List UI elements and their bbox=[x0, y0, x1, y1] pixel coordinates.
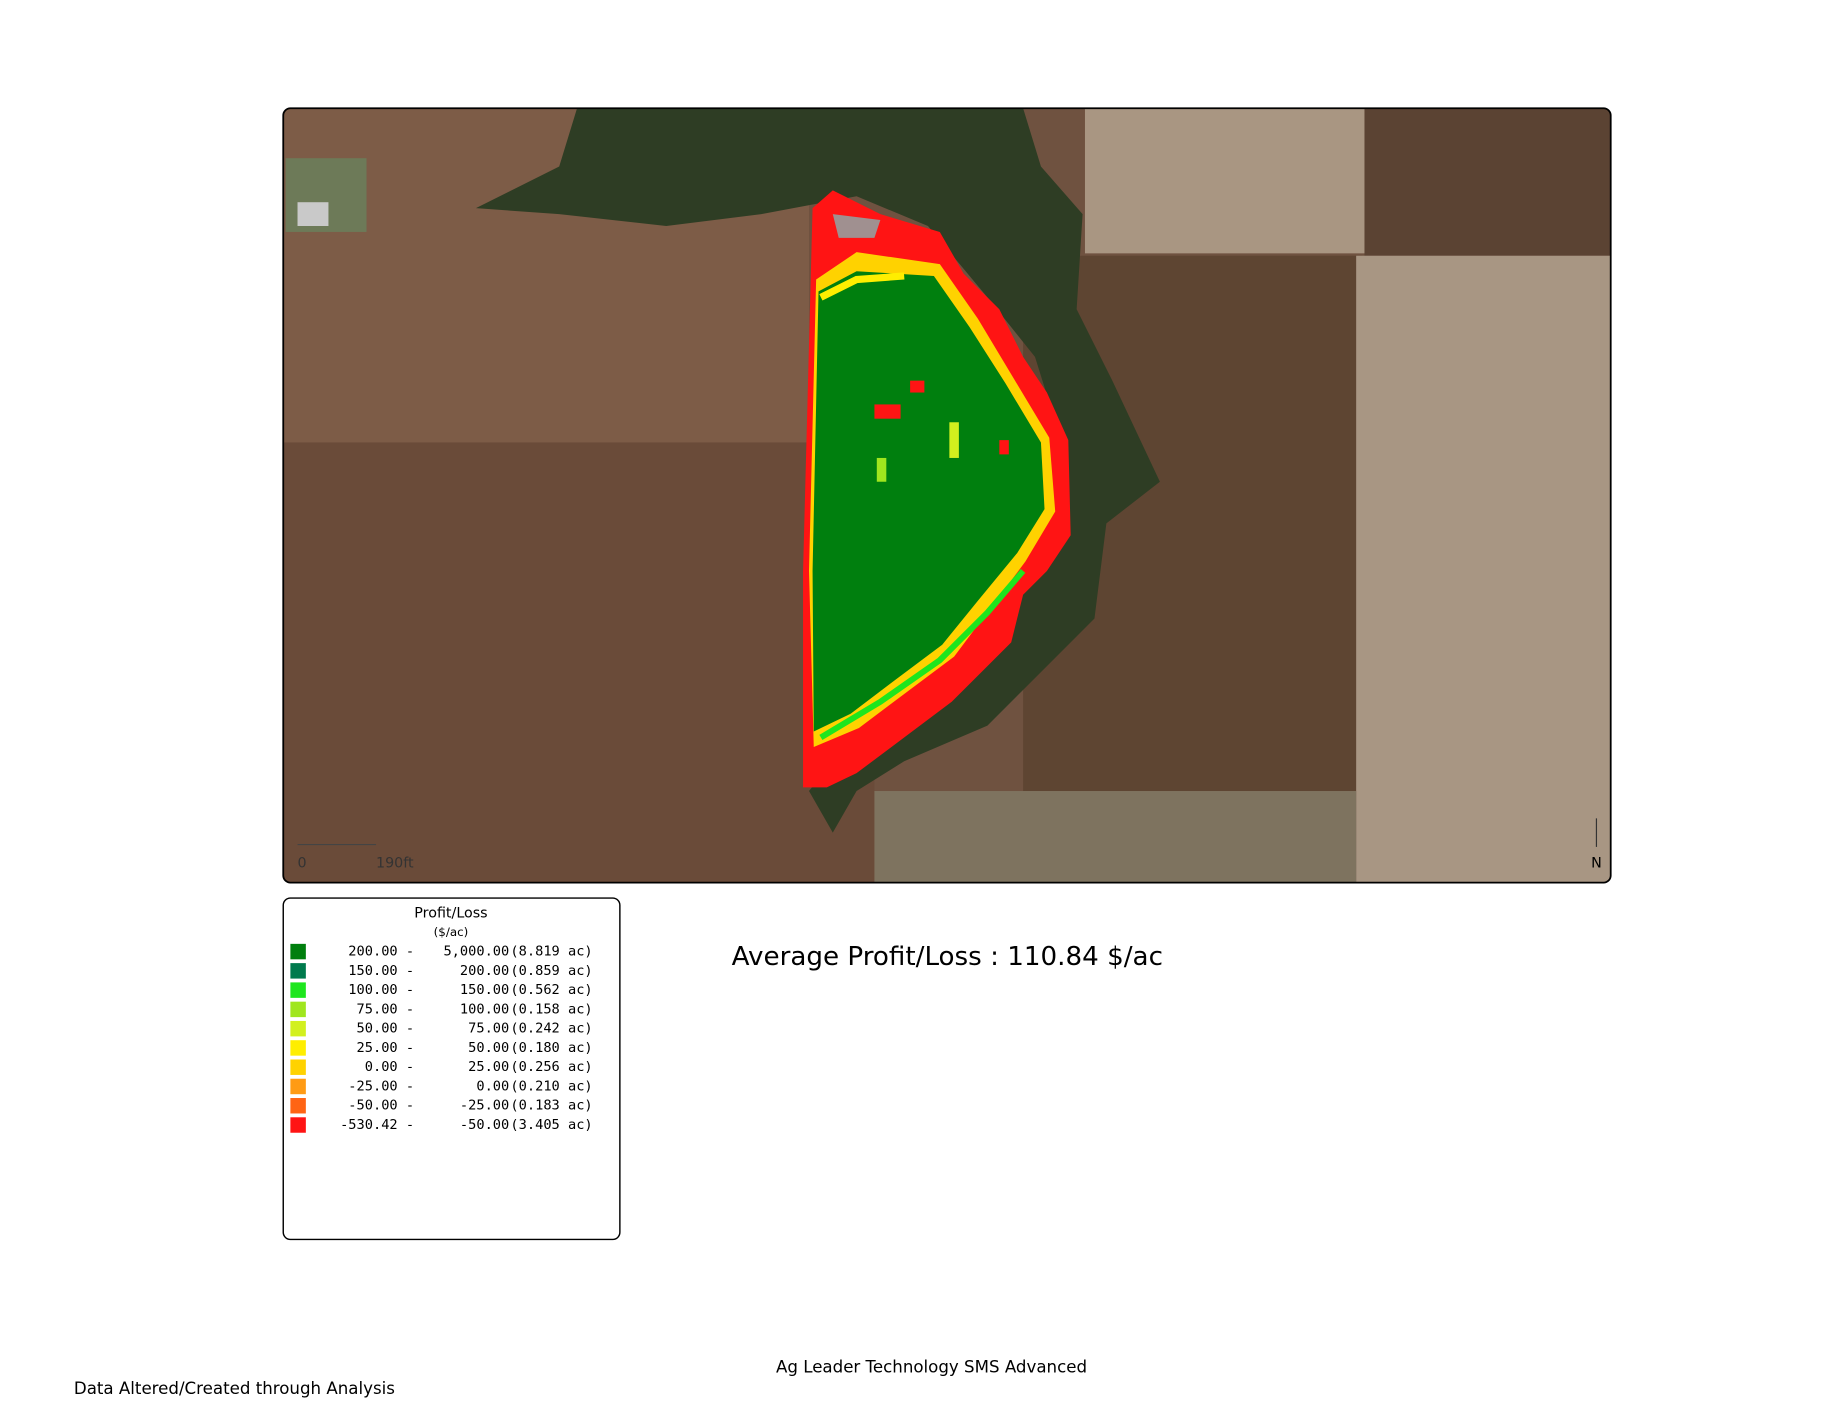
legend-area: (0.562 ac) bbox=[510, 982, 592, 998]
legend-low: 50.00 - bbox=[357, 1021, 415, 1037]
legend-low: 75.00 - bbox=[357, 1001, 415, 1017]
legend-rows: 200.00 - 5,000.00 (8.819 ac) 150.00 - 200.00… bbox=[290, 943, 593, 1133]
legend-swatch bbox=[290, 1040, 306, 1056]
legend-swatch bbox=[290, 982, 306, 998]
legend-high: -25.00 bbox=[460, 1098, 509, 1114]
legend-high: -50.00 bbox=[460, 1117, 509, 1133]
footer-software: Ag Leader Technology SMS Advanced bbox=[776, 1357, 1087, 1376]
legend-unit: ($/ac) bbox=[434, 925, 469, 939]
legend-area: (0.210 ac) bbox=[510, 1078, 592, 1094]
legend-swatch bbox=[290, 1001, 306, 1018]
legend-area: (0.242 ac) bbox=[510, 1021, 592, 1037]
legend-area: (0.183 ac) bbox=[510, 1098, 592, 1114]
map-frame bbox=[282, 107, 1612, 884]
satellite-map bbox=[283, 108, 1611, 883]
legend-high: 200.00 bbox=[460, 963, 509, 979]
legend-high: 25.00 bbox=[468, 1059, 509, 1075]
footer-note: Data Altered/Created through Analysis bbox=[74, 1379, 395, 1398]
scale-end: 190ft bbox=[376, 856, 414, 872]
legend-low: 100.00 - bbox=[348, 982, 414, 998]
legend-swatch bbox=[290, 963, 306, 979]
legend-low: 0.00 - bbox=[365, 1059, 414, 1075]
legend-low: 200.00 - bbox=[348, 944, 414, 960]
legend-high: 5,000.00 bbox=[443, 944, 509, 960]
legend-high: 50.00 bbox=[468, 1040, 509, 1056]
legend-swatch bbox=[290, 1098, 306, 1114]
legend-swatch bbox=[290, 1059, 306, 1075]
legend-swatch bbox=[290, 1020, 306, 1037]
legend-low: 150.00 - bbox=[348, 963, 414, 979]
legend-swatch bbox=[290, 943, 306, 960]
legend-area: (0.180 ac) bbox=[510, 1040, 592, 1056]
legend-area: (0.859 ac) bbox=[510, 963, 592, 979]
legend-low: -50.00 - bbox=[348, 1098, 414, 1114]
legend-swatch bbox=[290, 1078, 306, 1095]
profit-zones bbox=[803, 190, 1071, 788]
legend-high: 150.00 bbox=[460, 982, 509, 998]
legend-area: (0.256 ac) bbox=[510, 1059, 592, 1075]
legend-swatch bbox=[290, 1117, 306, 1133]
legend-area: (3.405 ac) bbox=[510, 1117, 592, 1133]
legend-title: Profit/Loss bbox=[414, 906, 487, 922]
legend-area: (8.819 ac) bbox=[510, 944, 592, 960]
legend-box bbox=[282, 897, 621, 1241]
legend-low: 25.00 - bbox=[357, 1040, 415, 1056]
north-label: N bbox=[1591, 856, 1602, 872]
legend-low: -25.00 - bbox=[348, 1078, 414, 1094]
legend-high: 0.00 bbox=[476, 1078, 509, 1094]
legend-high: 100.00 bbox=[460, 1001, 509, 1017]
summary: Average Profit/Loss : 110.84 $/ac bbox=[732, 942, 1163, 972]
legend-area: (0.158 ac) bbox=[510, 1001, 592, 1017]
scale-start: 0 bbox=[298, 856, 307, 872]
legend-high: 75.00 bbox=[468, 1021, 509, 1037]
legend-low: -530.42 - bbox=[340, 1117, 414, 1133]
